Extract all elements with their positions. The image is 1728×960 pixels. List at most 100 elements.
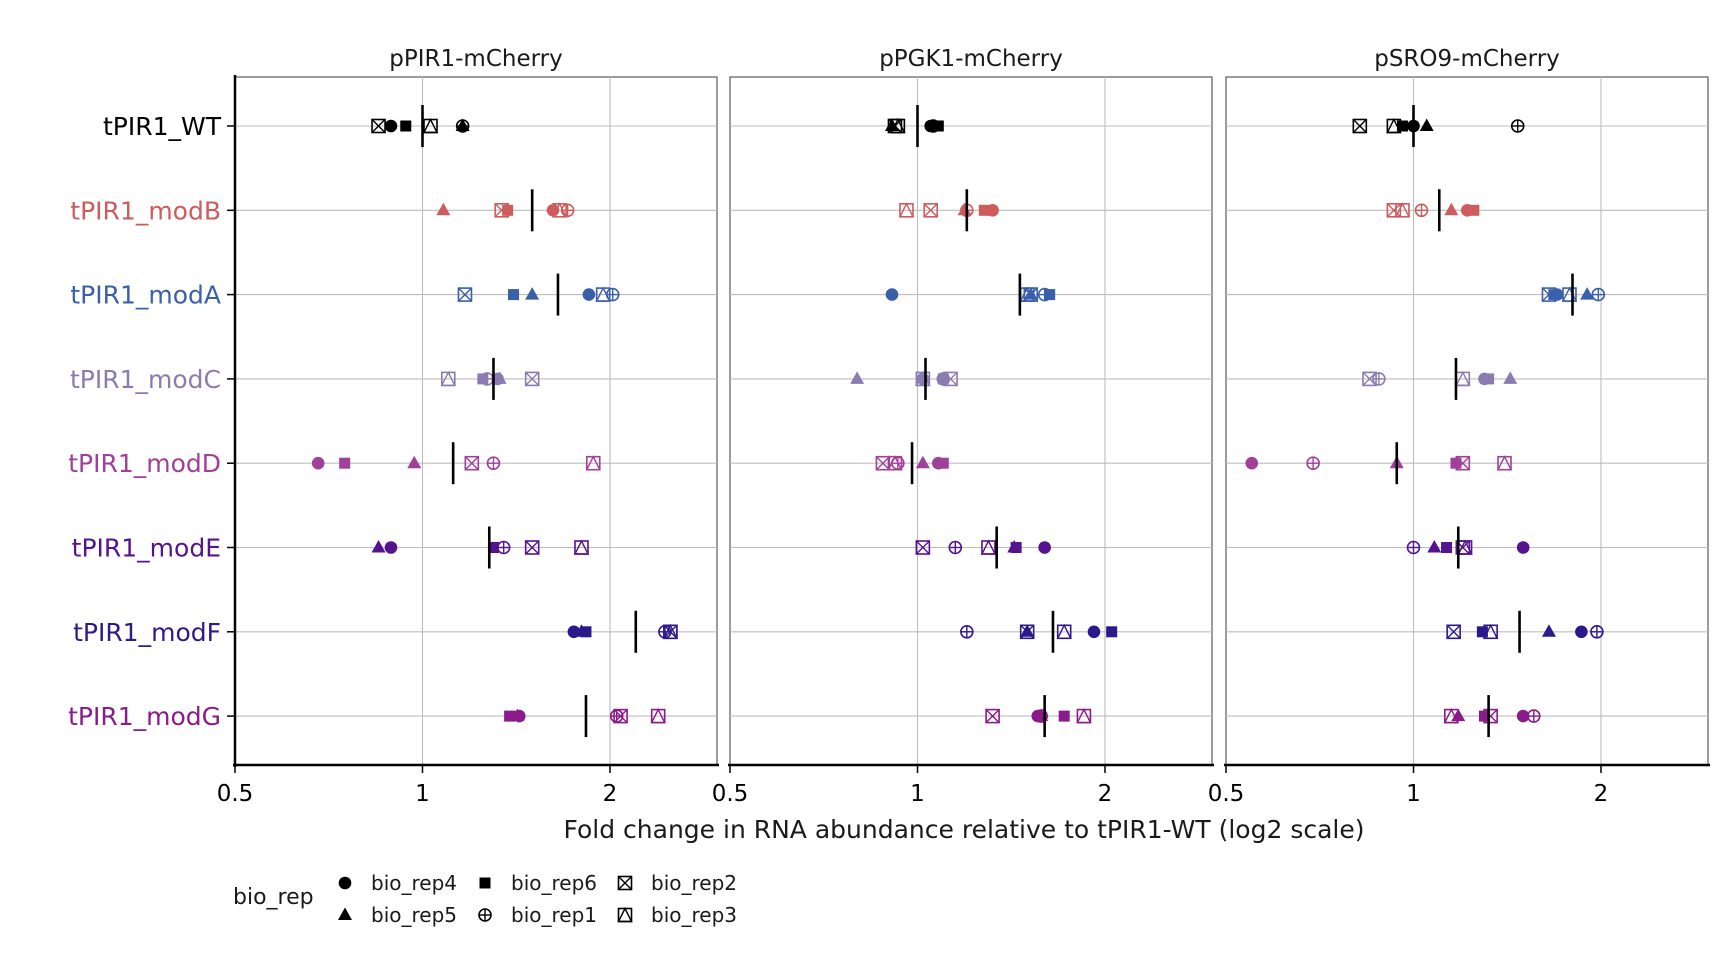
legend-label: bio_rep3 <box>651 903 737 927</box>
data-point <box>943 371 958 387</box>
data-point <box>1483 708 1498 724</box>
legend-item: bio_rep6 <box>479 871 597 895</box>
data-point <box>1446 624 1461 640</box>
data-point <box>1414 203 1429 218</box>
data-point <box>960 624 974 639</box>
x-tick-label: 2 <box>603 781 618 807</box>
data-point <box>464 455 480 471</box>
data-point <box>457 287 473 302</box>
facet-title: pPGK1-mCherry <box>879 46 1063 72</box>
data-point <box>1468 204 1480 216</box>
legend-marker <box>617 875 633 891</box>
data-point <box>508 289 520 301</box>
data-point <box>504 710 516 722</box>
data-point <box>1386 203 1402 218</box>
data-point <box>1496 455 1513 471</box>
data-point <box>1372 372 1386 386</box>
data-point <box>1541 287 1557 302</box>
data-point <box>573 539 590 555</box>
data-point <box>890 117 906 134</box>
data-point <box>436 202 451 216</box>
data-point <box>492 371 507 384</box>
data-point <box>371 118 386 134</box>
data-point <box>1516 541 1530 554</box>
data-point <box>923 203 938 218</box>
data-point <box>1510 119 1525 133</box>
data-point <box>926 119 941 133</box>
data-point <box>915 455 930 469</box>
x-tick-label: 0.5 <box>1208 781 1245 807</box>
legend-item: bio_rep4 <box>338 871 457 895</box>
data-point <box>455 119 470 133</box>
data-point <box>580 626 592 638</box>
data-point <box>440 370 456 387</box>
data-point <box>1362 371 1377 387</box>
data-point <box>311 456 325 470</box>
data-point <box>422 117 439 134</box>
legend-marker <box>479 877 491 889</box>
data-point <box>1591 287 1606 302</box>
data-point <box>524 540 540 555</box>
data-point <box>1352 118 1368 134</box>
data-point <box>613 708 628 724</box>
data-point <box>1427 540 1442 553</box>
legend-item: bio_rep2 <box>617 871 737 895</box>
category-label: tPIR1_modB <box>70 196 221 225</box>
data-point <box>1037 287 1052 302</box>
legend-marker <box>617 906 633 923</box>
data-point <box>1406 540 1421 555</box>
legend-label: bio_rep2 <box>651 871 737 895</box>
x-tick-label: 1 <box>910 781 925 807</box>
legend-item: bio_rep3 <box>617 903 737 927</box>
legend: bio_rep bio_rep4 bio_rep5 bio_rep6 bio_rep1… <box>233 871 737 927</box>
category-label: tPIR1_modA <box>70 281 221 310</box>
x-tick-label: 1 <box>1406 781 1421 807</box>
data-point <box>850 371 865 384</box>
x-tick-label: 1 <box>415 781 430 807</box>
legend-items: bio_rep4 bio_rep5 bio_rep6 bio_rep1 bio_rep2… <box>338 871 737 927</box>
data-point <box>885 288 899 301</box>
data-point <box>662 623 678 640</box>
panel-background <box>729 76 1213 766</box>
data-point <box>1020 624 1035 637</box>
category-label: tPIR1_modF <box>73 618 221 647</box>
data-point <box>1548 289 1560 301</box>
data-point <box>875 455 891 471</box>
data-point <box>1396 120 1408 132</box>
data-point <box>948 540 963 555</box>
data-point <box>887 455 903 471</box>
category-label: tPIR1_modC <box>70 365 221 394</box>
data-point <box>1058 710 1070 722</box>
data-point <box>1056 623 1072 640</box>
legend-label: bio_rep5 <box>371 903 457 927</box>
facet-panel: pPIR1-mCherry 0.5 1 2 <box>217 46 719 807</box>
facet-panel: pPGK1-mCherry 0.5 1 2 <box>712 46 1214 807</box>
x-tick-label: 0.5 <box>217 781 254 807</box>
data-point <box>384 119 398 133</box>
data-point <box>1106 626 1118 638</box>
data-point <box>407 455 422 469</box>
data-point <box>496 540 511 555</box>
data-point <box>1441 542 1453 553</box>
data-point <box>1503 371 1518 384</box>
category-labels: tPIR1_WT tPIR1_modB tPIR1_modA tPIR1_modC tP… <box>68 112 235 731</box>
data-point <box>1476 626 1488 638</box>
data-point <box>1575 625 1588 639</box>
facet-title: pSRO9-mCherry <box>1374 46 1560 72</box>
data-point <box>582 288 596 301</box>
x-axis-title: Fold change in RNA abundance relative to… <box>564 815 1365 844</box>
x-tick-label: 2 <box>1098 781 1113 807</box>
category-label: tPIR1_WT <box>103 112 222 141</box>
data-point <box>524 371 540 387</box>
facet-panel: pSRO9-mCherry 0.5 1 2 <box>1208 46 1710 807</box>
legend-marker <box>338 907 352 920</box>
data-point <box>1306 456 1320 471</box>
data-point <box>400 120 412 132</box>
category-label: tPIR1_modE <box>72 534 221 563</box>
panel-background <box>1225 76 1709 766</box>
data-point <box>1516 709 1530 723</box>
data-point <box>480 372 494 386</box>
data-point <box>980 539 997 555</box>
